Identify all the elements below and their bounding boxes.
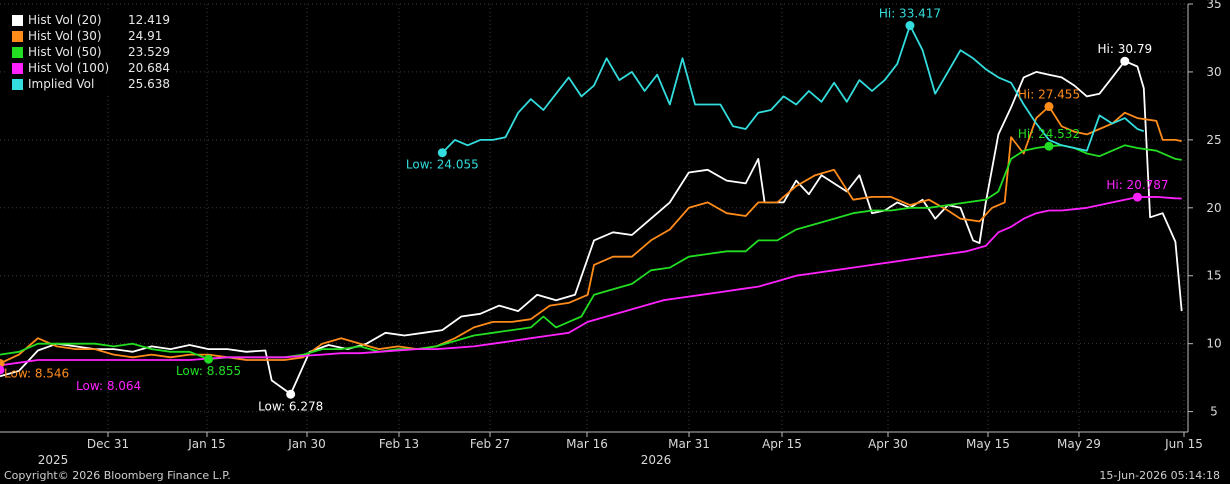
chart-legend: Hist Vol (20) 12.419 Hist Vol (30) 24.91 His… [8, 10, 174, 94]
y-tick-label: 35 [1206, 0, 1221, 11]
extreme-marker [1120, 56, 1130, 66]
series-line [441, 24, 1145, 154]
legend-swatch [12, 62, 23, 74]
x-tick-label: Dec 31 [87, 437, 129, 451]
y-tick-label: 25 [1206, 133, 1221, 147]
series-lines [0, 24, 1183, 395]
timestamp-text: 15-Jun-2026 05:14:18 [1099, 469, 1220, 482]
legend-series-value: 23.529 [128, 45, 170, 59]
legend-swatch [12, 46, 23, 58]
annotation-markers: Low: 8.546 Low: 8.064 Low: 8.855 Low: 6.278… [0, 7, 1169, 413]
legend-series-name: Hist Vol (50) [28, 45, 102, 59]
legend-series-value: 24.91 [128, 29, 163, 43]
extreme-marker [1044, 141, 1054, 151]
legend-entry: Hist Vol (20) 12.419 [12, 12, 170, 28]
x-tick-label: Feb 27 [470, 437, 510, 451]
extreme-label: Low: 8.064 [76, 379, 141, 393]
y-tick-label: 30 [1206, 65, 1221, 79]
extreme-marker [1132, 192, 1142, 202]
series-line [0, 105, 1182, 365]
legend-swatch [12, 14, 23, 26]
legend-entry: Implied Vol 25.638 [12, 76, 170, 92]
y-tick-label: 5 [1210, 405, 1218, 419]
series-line [0, 144, 1182, 361]
legend-entry: Hist Vol (30) 24.91 [12, 28, 170, 44]
extreme-marker [905, 21, 915, 31]
legend-series-value: 25.638 [128, 77, 170, 91]
extreme-label: Low: 6.278 [258, 399, 323, 413]
legend-entry: Hist Vol (100) 20.684 [12, 60, 170, 76]
legend-entry: Hist Vol (50) 23.529 [12, 44, 170, 60]
x-tick-label: Jan 15 [187, 437, 226, 451]
extreme-marker [0, 365, 5, 375]
legend-series-name: Implied Vol [28, 77, 95, 91]
legend-swatch [12, 78, 23, 90]
extreme-label: Low: 8.546 [4, 366, 69, 380]
extreme-label: Hi: 24.532 [1018, 127, 1080, 141]
extreme-label: Hi: 30.79 [1098, 42, 1153, 56]
extreme-marker [286, 389, 296, 399]
y-tick-label: 10 [1206, 337, 1221, 351]
legend-series-value: 20.684 [128, 61, 170, 75]
y-tick-label: 15 [1206, 269, 1221, 283]
extreme-label: Low: 24.055 [406, 158, 479, 172]
x-tick-label: Feb 13 [379, 437, 419, 451]
x-tick-label: Mar 31 [668, 437, 710, 451]
x-tick-label: Apr 30 [868, 437, 908, 451]
x-tick-label: May 29 [1057, 437, 1101, 451]
extreme-label: Hi: 27.455 [1018, 88, 1080, 102]
extreme-label: Hi: 33.417 [879, 7, 941, 21]
legend-series-name: Hist Vol (100) [28, 61, 110, 75]
axes: 35 30 25 20 15 10 5 Dec 31 Jan 15 Jan 30 Feb 13 Feb… [0, 0, 1222, 467]
extreme-label: Hi: 20.787 [1106, 178, 1168, 192]
x-tick-label: Jan 30 [287, 437, 326, 451]
x-year-label: 2025 [38, 453, 69, 467]
extreme-marker [204, 354, 214, 364]
copyright-text: Copyright© 2026 Bloomberg Finance L.P. [4, 469, 231, 482]
series-line [0, 60, 1183, 395]
legend-series-name: Hist Vol (20) [28, 13, 102, 27]
legend-swatch [12, 30, 23, 42]
extreme-marker [1044, 102, 1054, 112]
legend-series-name: Hist Vol (30) [28, 29, 102, 43]
y-tick-label: 20 [1206, 201, 1221, 215]
x-tick-label: Mar 16 [566, 437, 608, 451]
extreme-marker [437, 148, 447, 158]
extreme-label: Low: 8.855 [176, 364, 241, 378]
x-tick-label: Jun 15 [1164, 437, 1203, 451]
x-tick-label: Apr 15 [762, 437, 802, 451]
x-tick-label: May 15 [966, 437, 1010, 451]
legend-series-value: 12.419 [128, 13, 170, 27]
x-year-label: 2026 [641, 453, 672, 467]
